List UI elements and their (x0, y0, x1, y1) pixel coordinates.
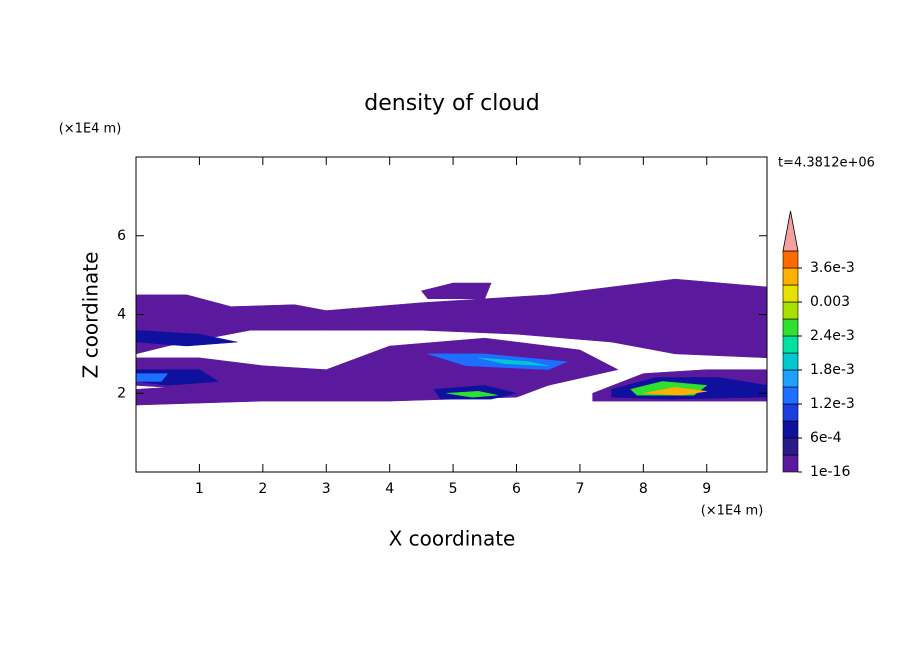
colorbar-band (782, 335, 799, 354)
x-tick-label: 2 (258, 481, 267, 497)
colorbar-band (782, 284, 799, 303)
contour-region (446, 391, 498, 398)
x-axis-label: X coordinate (389, 527, 516, 551)
colorbar-label: 2.4e-3 (810, 328, 855, 344)
colorbar-label: 6e-4 (810, 430, 842, 446)
y-axis-label: Z coordinate (79, 252, 103, 379)
x-tick-label: 3 (322, 481, 331, 497)
colorbar-band (782, 437, 799, 456)
x-tick-label: 1 (195, 481, 204, 497)
colorbar-label: 0.003 (810, 294, 850, 310)
colorbar-band (782, 403, 799, 422)
colorbar-extend (782, 210, 799, 252)
x-tick-label: 4 (385, 481, 394, 497)
x-unit: (×1E4 m) (701, 504, 764, 519)
contour-region (478, 357, 549, 366)
colorbar-band (782, 250, 799, 269)
x-tick-label: 8 (639, 481, 648, 497)
colorbar-band (782, 267, 799, 286)
x-tick-label: 7 (575, 481, 584, 497)
x-tick-label: 5 (449, 481, 458, 497)
y-tick-label: 4 (117, 307, 126, 323)
colorbar-label: 1.8e-3 (810, 362, 855, 378)
colorbar-band (782, 369, 799, 388)
colorbar-band (782, 454, 799, 473)
chart-title: density of cloud (364, 91, 539, 116)
colorbar-label: 1e-16 (810, 464, 850, 480)
x-tick-label: 9 (702, 481, 711, 497)
colorbar-band (782, 420, 799, 439)
y-tick-label: 2 (117, 385, 126, 401)
colorbar-band (782, 318, 799, 337)
colorbar-label: 1.2e-3 (810, 396, 855, 412)
y-unit: (×1E4 m) (59, 122, 122, 137)
x-tick-label: 6 (512, 481, 521, 497)
time-label: t=4.3812e+06 (778, 156, 875, 171)
colorbar-band (782, 301, 799, 320)
colorbar-label: 3.6e-3 (810, 260, 855, 276)
contour-region (420, 282, 492, 299)
colorbar-band (782, 386, 799, 405)
colorbar-band (782, 352, 799, 371)
contour-region (643, 387, 707, 396)
y-tick-label: 6 (117, 228, 126, 244)
